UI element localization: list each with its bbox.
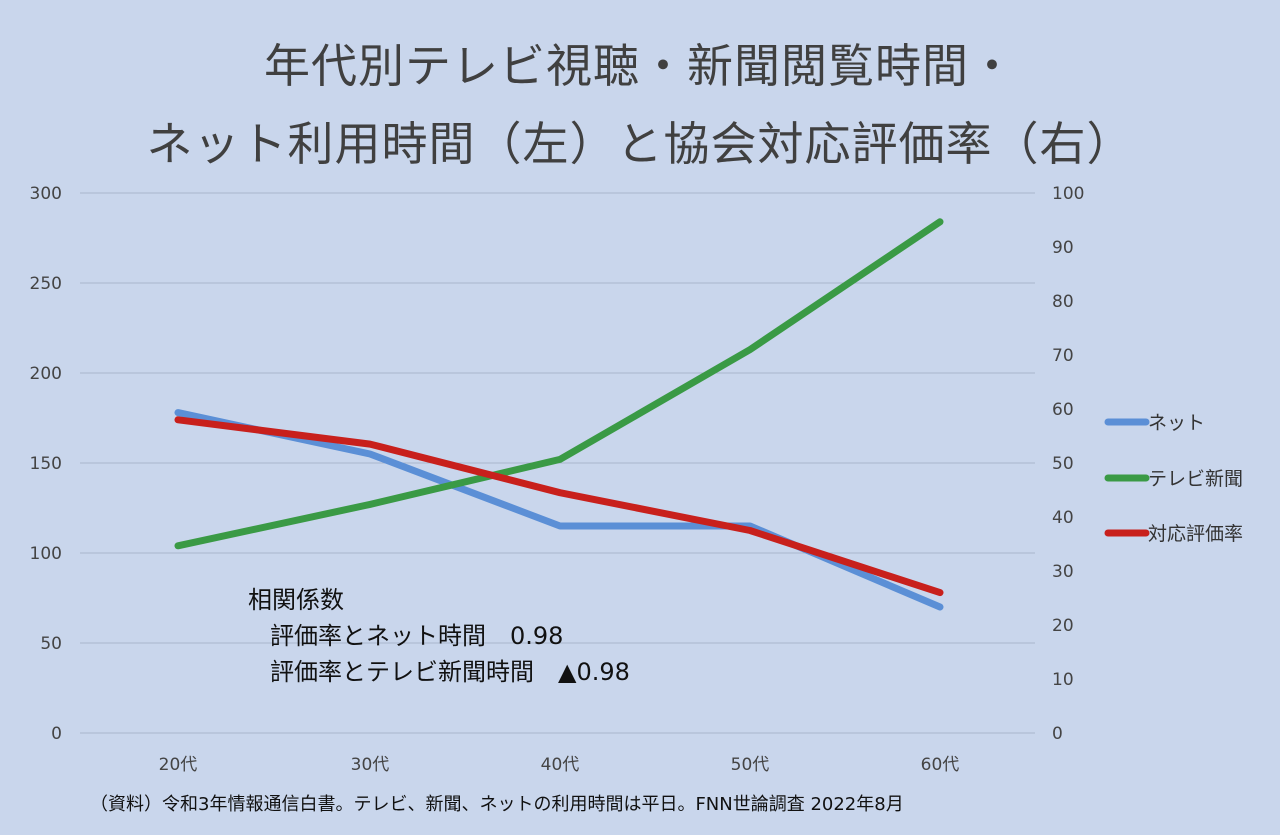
- right-tick-label: 80: [1052, 292, 1074, 312]
- correlation-net: 評価率とネット時間 0.98: [270, 622, 564, 650]
- right-tick-label: 30: [1052, 562, 1074, 582]
- correlation-note: 相関係数 評価率とネット時間 0.98 評価率とテレビ新聞時間 ▲0.98: [248, 582, 630, 690]
- correlation-tv-paper: 評価率とテレビ新聞時間 ▲0.98: [270, 658, 630, 686]
- left-tick-label: 150: [30, 454, 62, 474]
- right-tick-label: 20: [1052, 616, 1074, 636]
- x-tick-label: 60代: [921, 755, 960, 775]
- legend-label: ネット: [1148, 412, 1205, 434]
- right-tick-label: 0: [1052, 724, 1063, 744]
- legend-label: 対応評価率: [1148, 523, 1243, 545]
- right-tick-label: 90: [1052, 238, 1074, 258]
- x-tick-label: 40代: [541, 755, 580, 775]
- right-tick-label: 70: [1052, 346, 1074, 366]
- left-tick-label: 100: [30, 544, 62, 564]
- x-tick-label: 50代: [731, 755, 770, 775]
- chart-title-line1: 年代別テレビ視聴・新聞閲覧時間・: [264, 39, 1016, 93]
- right-tick-label: 10: [1052, 670, 1074, 690]
- series-line-2: [174, 218, 944, 550]
- left-tick-label: 0: [51, 724, 62, 744]
- series-line-3: [174, 416, 944, 597]
- left-tick-label: 50: [40, 634, 62, 654]
- chart-title-line2: ネット利用時間（左）と協会対応評価率（右）: [146, 117, 1134, 171]
- right-tick-label: 50: [1052, 454, 1074, 474]
- legend-label: テレビ新聞: [1148, 468, 1243, 490]
- series-line-1: [174, 409, 944, 611]
- x-tick-label: 30代: [351, 755, 390, 775]
- source-note: （資料）令和3年情報通信白書。テレビ、新聞、ネットの利用時間は平日。FNN世論調…: [90, 794, 904, 815]
- right-tick-label: 100: [1052, 184, 1084, 204]
- correlation-heading: 相関係数: [248, 586, 344, 614]
- left-tick-label: 250: [30, 274, 62, 294]
- left-tick-label: 200: [30, 364, 62, 384]
- x-tick-label: 20代: [159, 755, 198, 775]
- right-tick-label: 40: [1052, 508, 1074, 528]
- left-tick-label: 300: [30, 184, 62, 204]
- right-tick-label: 60: [1052, 400, 1074, 420]
